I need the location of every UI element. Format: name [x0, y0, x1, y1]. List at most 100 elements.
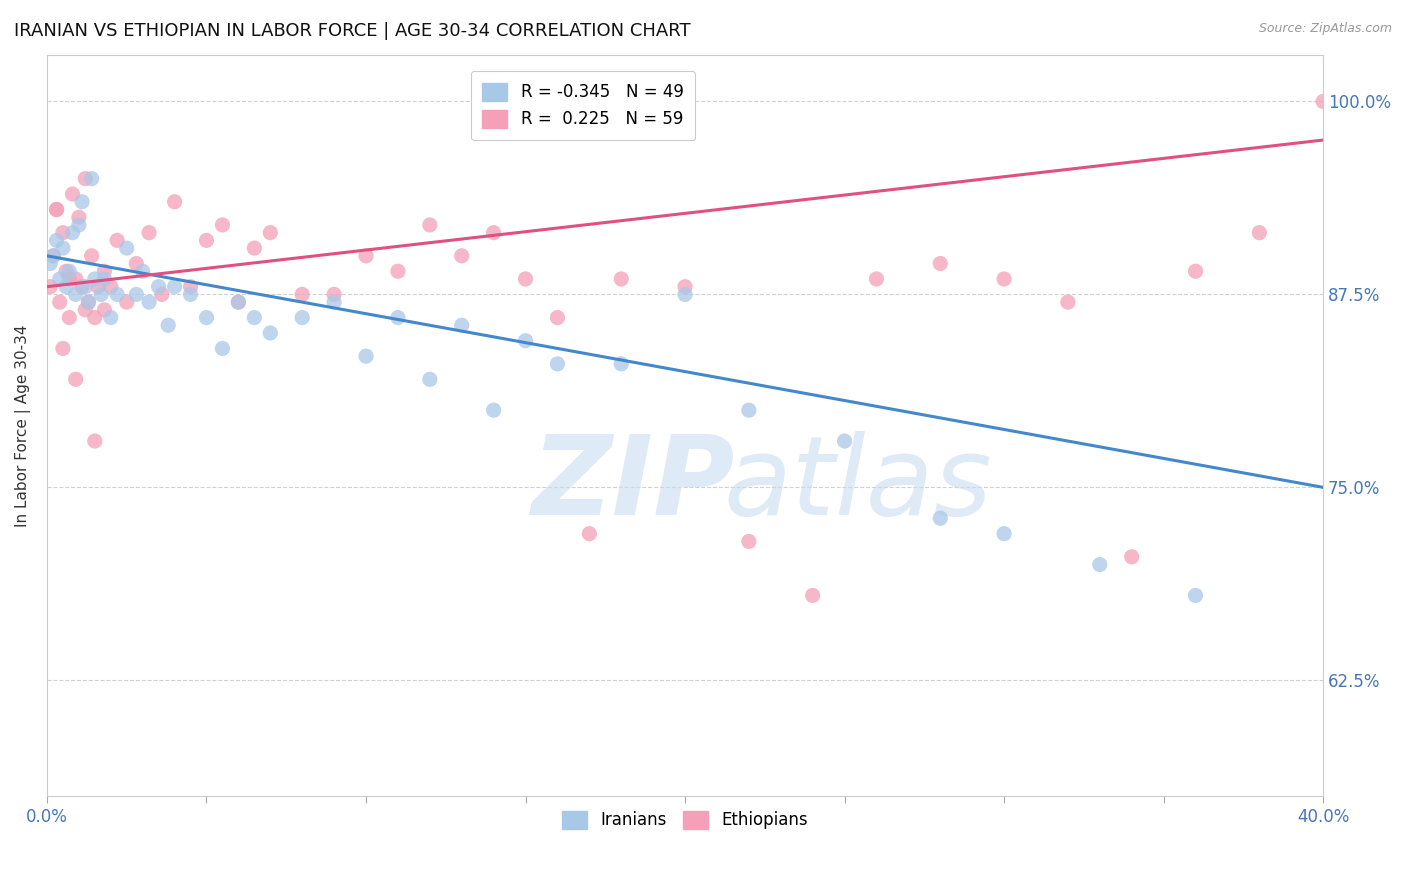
- Point: [77, 295, 100, 310]
- Point: [105, 287, 128, 301]
- Point: [993, 526, 1015, 541]
- Point: [70, 194, 93, 209]
- Point: [75, 171, 97, 186]
- Point: [1121, 549, 1143, 564]
- Point: [1088, 558, 1111, 572]
- Point: [80, 249, 103, 263]
- Point: [259, 226, 281, 240]
- Point: [125, 287, 148, 301]
- Point: [163, 279, 186, 293]
- Point: [515, 272, 537, 286]
- Point: [929, 256, 952, 270]
- Point: [125, 256, 148, 270]
- Point: [291, 287, 314, 301]
- Point: [67, 218, 90, 232]
- Point: [83, 272, 105, 286]
- Point: [62, 226, 84, 240]
- Point: [52, 241, 75, 255]
- Point: [83, 434, 105, 448]
- Point: [87, 279, 110, 293]
- Text: Source: ZipAtlas.com: Source: ZipAtlas.com: [1258, 22, 1392, 36]
- Point: [450, 249, 472, 263]
- Point: [150, 287, 173, 301]
- Point: [482, 403, 505, 417]
- Point: [58, 264, 80, 278]
- Point: [354, 249, 377, 263]
- Point: [39, 256, 62, 270]
- Point: [195, 310, 218, 325]
- Point: [138, 295, 160, 310]
- Point: [211, 342, 233, 356]
- Point: [419, 218, 441, 232]
- Point: [65, 287, 87, 301]
- Point: [578, 526, 600, 541]
- Point: [738, 403, 761, 417]
- Point: [100, 310, 122, 325]
- Point: [865, 272, 887, 286]
- Point: [90, 287, 112, 301]
- Point: [131, 264, 153, 278]
- Point: [77, 295, 100, 310]
- Point: [75, 279, 97, 293]
- Point: [163, 194, 186, 209]
- Point: [115, 241, 138, 255]
- Point: [354, 349, 377, 363]
- Point: [1184, 264, 1206, 278]
- Point: [93, 272, 115, 286]
- Point: [62, 187, 84, 202]
- Point: [323, 287, 346, 301]
- Point: [419, 372, 441, 386]
- Point: [48, 295, 70, 310]
- Point: [228, 295, 250, 310]
- Point: [58, 310, 80, 325]
- Point: [42, 249, 65, 263]
- Point: [610, 357, 633, 371]
- Point: [291, 310, 314, 325]
- Point: [39, 279, 62, 293]
- Point: [546, 310, 568, 325]
- Point: [211, 218, 233, 232]
- Point: [993, 272, 1015, 286]
- Legend: Iranians, Ethiopians: Iranians, Ethiopians: [555, 804, 815, 836]
- Point: [58, 272, 80, 286]
- Point: [75, 302, 97, 317]
- Point: [42, 249, 65, 263]
- Point: [243, 310, 266, 325]
- Point: [482, 226, 505, 240]
- Point: [1184, 589, 1206, 603]
- Point: [180, 287, 202, 301]
- Point: [180, 279, 202, 293]
- Point: [55, 279, 77, 293]
- Text: IRANIAN VS ETHIOPIAN IN LABOR FORCE | AGE 30-34 CORRELATION CHART: IRANIAN VS ETHIOPIAN IN LABOR FORCE | AG…: [14, 22, 690, 40]
- Point: [243, 241, 266, 255]
- Point: [1312, 95, 1334, 109]
- Point: [323, 295, 346, 310]
- Point: [100, 279, 122, 293]
- Point: [52, 342, 75, 356]
- Point: [45, 202, 67, 217]
- Point: [450, 318, 472, 333]
- Text: ZIP: ZIP: [531, 432, 735, 539]
- Point: [80, 171, 103, 186]
- Point: [55, 264, 77, 278]
- Point: [387, 310, 409, 325]
- Point: [610, 272, 633, 286]
- Point: [65, 272, 87, 286]
- Text: atlas: atlas: [723, 432, 993, 539]
- Y-axis label: In Labor Force | Age 30-34: In Labor Force | Age 30-34: [15, 325, 31, 527]
- Point: [45, 202, 67, 217]
- Point: [138, 226, 160, 240]
- Point: [673, 287, 696, 301]
- Point: [929, 511, 952, 525]
- Point: [387, 264, 409, 278]
- Point: [93, 264, 115, 278]
- Point: [67, 211, 90, 225]
- Point: [70, 279, 93, 293]
- Point: [157, 318, 180, 333]
- Point: [673, 279, 696, 293]
- Point: [48, 272, 70, 286]
- Point: [1057, 295, 1080, 310]
- Point: [65, 372, 87, 386]
- Point: [195, 233, 218, 247]
- Point: [93, 302, 115, 317]
